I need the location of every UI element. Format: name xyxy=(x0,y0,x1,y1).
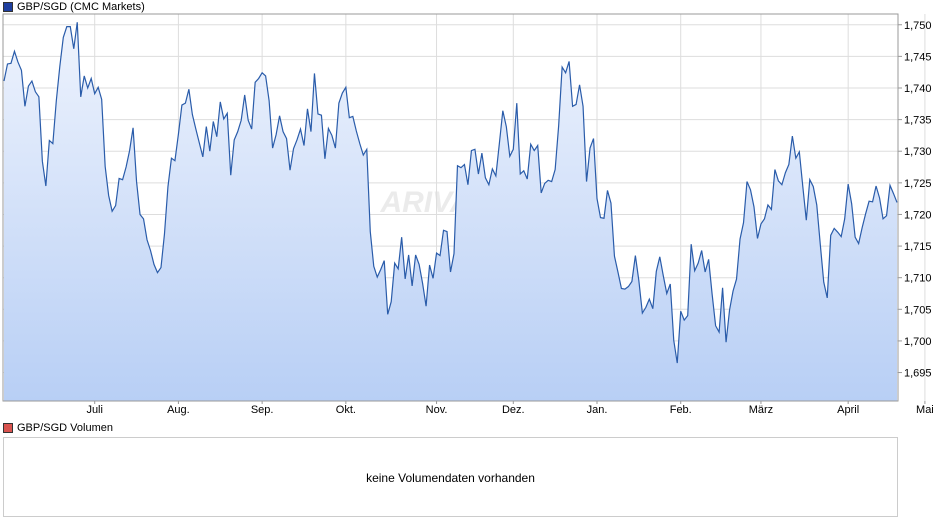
x-tick-label: Juli xyxy=(86,404,103,416)
price-legend-label: GBP/SGD (CMC Markets) xyxy=(17,1,145,13)
y-tick-label: 1,750 xyxy=(904,20,932,32)
price-chart: ARIVA.DE 1,6951,7001,7051,7101,7151,7201… xyxy=(2,13,934,416)
x-tick-label: April xyxy=(837,404,859,416)
x-tick-label: Jan. xyxy=(587,404,608,416)
y-tick-label: 1,700 xyxy=(904,336,932,348)
y-tick-label: 1,745 xyxy=(904,51,932,63)
y-tick-label: 1,695 xyxy=(904,368,932,380)
y-tick-label: 1,740 xyxy=(904,83,932,95)
y-tick-label: 1,715 xyxy=(904,241,932,253)
x-tick-label: Sep. xyxy=(251,404,274,416)
x-tick-label: Dez. xyxy=(502,404,525,416)
y-tick-label: 1,730 xyxy=(904,146,932,158)
x-tick-label: Feb. xyxy=(670,404,692,416)
volume-legend-label: GBP/SGD Volumen xyxy=(17,422,113,434)
y-tick-label: 1,725 xyxy=(904,178,932,190)
y-tick-label: 1,710 xyxy=(904,273,932,285)
y-tick-label: 1,705 xyxy=(904,304,932,316)
price-chart-legend: GBP/SGD (CMC Markets) xyxy=(3,0,145,14)
plot-border xyxy=(2,13,899,402)
volume-legend-swatch xyxy=(3,423,13,433)
x-tick-label: Mai xyxy=(916,404,934,416)
price-legend-swatch xyxy=(3,2,13,12)
y-tick-label: 1,720 xyxy=(904,209,932,221)
x-tick-label: März xyxy=(749,404,773,416)
x-tick-label: Nov. xyxy=(426,404,448,416)
price-line xyxy=(3,22,898,364)
x-axis: Juli Aug. Sep. Okt. Nov. Dez. Jan. Feb. März Apri… xyxy=(86,401,934,416)
volume-chart-legend: GBP/SGD Volumen xyxy=(3,421,113,435)
x-tick-label: Aug. xyxy=(167,404,190,416)
volume-panel: keine Volumendaten vorhanden xyxy=(3,437,898,517)
y-axis: 1,695 1,700 1,705 1,710 1,715 1,720 1,725 1,730… xyxy=(898,20,932,380)
y-tick-label: 1,735 xyxy=(904,115,932,127)
no-volume-data-message: keine Volumendaten vorhanden xyxy=(366,471,535,485)
x-tick-label: Okt. xyxy=(336,404,356,416)
